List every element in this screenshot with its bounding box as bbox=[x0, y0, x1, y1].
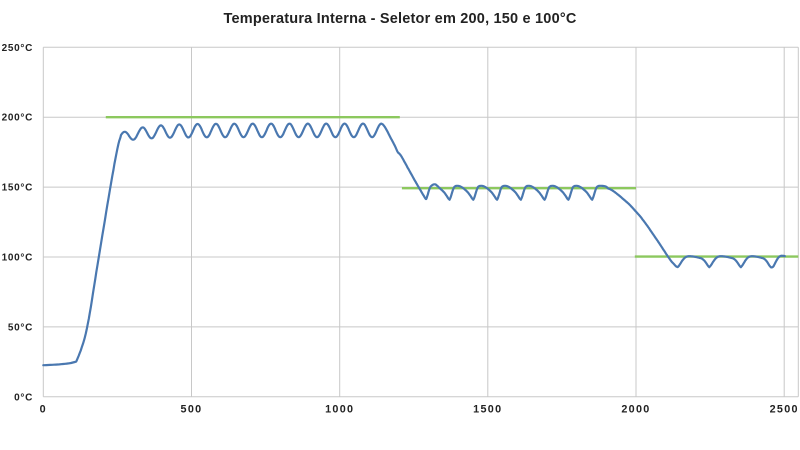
svg-text:1000: 1000 bbox=[325, 403, 354, 415]
svg-text:Temperatura Interna - Seletor: Temperatura Interna - Seletor em 200, 15… bbox=[223, 11, 576, 27]
svg-text:250°C: 250°C bbox=[2, 43, 33, 54]
svg-text:1500: 1500 bbox=[473, 403, 502, 415]
svg-text:0°C: 0°C bbox=[14, 392, 33, 403]
svg-text:2000: 2000 bbox=[621, 403, 650, 415]
svg-text:50°C: 50°C bbox=[8, 322, 33, 333]
svg-text:200°C: 200°C bbox=[2, 113, 33, 124]
svg-text:0: 0 bbox=[40, 403, 47, 415]
svg-text:150°C: 150°C bbox=[2, 183, 33, 194]
svg-text:100°C: 100°C bbox=[2, 253, 33, 264]
svg-text:2500: 2500 bbox=[770, 403, 799, 415]
svg-text:500: 500 bbox=[181, 403, 203, 415]
